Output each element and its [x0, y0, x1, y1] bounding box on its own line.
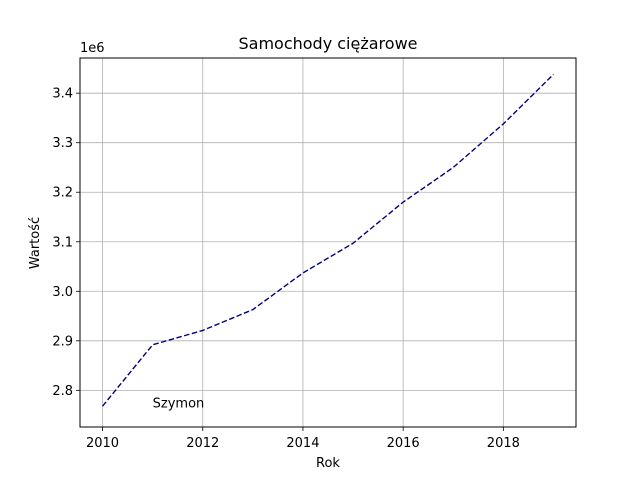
- series-line: [102, 73, 554, 407]
- chart-title: Samochody ciężarowe: [238, 34, 417, 53]
- annotations: Szymon: [153, 397, 205, 412]
- y-tick-label: 3.2: [52, 186, 73, 201]
- series-lines: [102, 73, 554, 407]
- y-tick-label: 3.1: [52, 235, 73, 250]
- plot-frame: [79, 57, 577, 428]
- grid-lines: [80, 58, 576, 427]
- x-tick-label: 2016: [387, 436, 420, 451]
- annotation-text: Szymon: [153, 397, 205, 412]
- x-tick-label: 2014: [286, 436, 319, 451]
- y-tick-label: 2.8: [52, 384, 73, 399]
- y-offset-text: 1e6: [80, 41, 105, 56]
- y-tick-label: 3.4: [52, 87, 73, 102]
- y-axis-ticks: 2.8 2.9 3.0 3.1 3.2 3.3 3.4: [52, 87, 80, 399]
- y-tick-label: 3.3: [52, 136, 73, 151]
- x-tick-label: 2012: [186, 436, 219, 451]
- y-tick-label: 2.9: [52, 334, 73, 349]
- y-tick-label: 3.0: [52, 285, 73, 300]
- x-axis-label: Rok: [316, 456, 340, 471]
- y-axis-label: Wartość: [28, 217, 43, 269]
- x-axis-ticks: 2010 2012 2014 2016 2018: [86, 427, 520, 451]
- x-tick-label: 2010: [86, 436, 119, 451]
- x-tick-label: 2018: [487, 436, 520, 451]
- plot-area: [80, 58, 576, 427]
